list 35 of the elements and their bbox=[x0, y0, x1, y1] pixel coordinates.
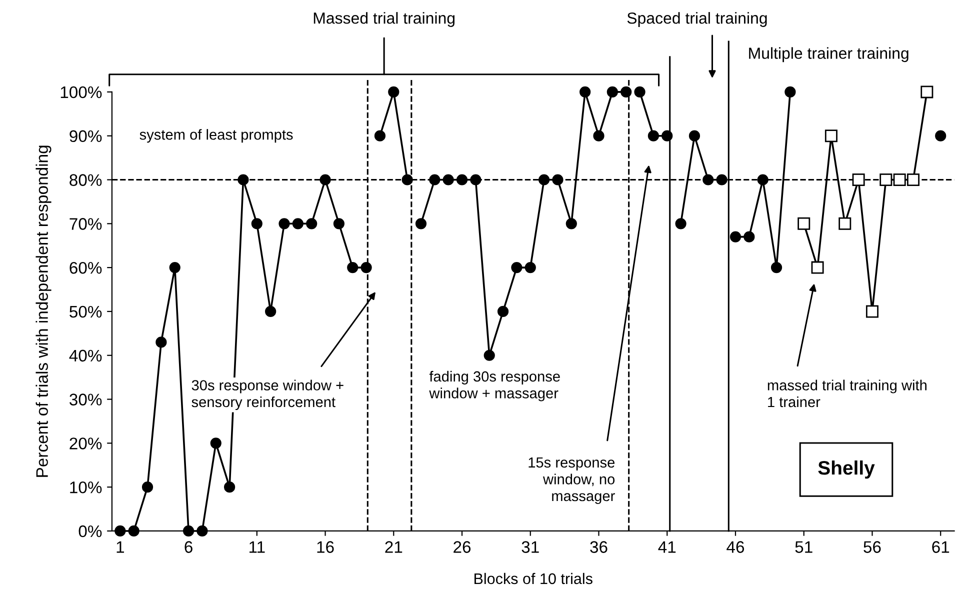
x-tick-label: 61 bbox=[932, 541, 950, 553]
y-tick-label: 50% bbox=[70, 306, 102, 318]
x-tick-label: 1 bbox=[116, 541, 124, 553]
x-tick-label: 31 bbox=[522, 541, 539, 553]
x-tick-label: 56 bbox=[864, 541, 881, 553]
y-tick-label: 10% bbox=[70, 481, 102, 494]
y-tick-label: 70% bbox=[70, 218, 102, 230]
text: Massed trial training bbox=[314, 12, 455, 27]
x-tick-label: 36 bbox=[590, 541, 608, 553]
x-tick-label: 11 bbox=[250, 541, 265, 553]
annotation: Shelly bbox=[818, 460, 875, 479]
annotation: system of least prompts bbox=[140, 129, 293, 143]
x-tick-label: 21 bbox=[385, 541, 402, 553]
text: Spaced trial training bbox=[627, 12, 767, 27]
x-tick-label: 51 bbox=[795, 541, 812, 553]
annotation: massed trial training with 1 trainer bbox=[768, 380, 926, 408]
y-tick-label: 30% bbox=[70, 394, 102, 406]
x-tick-label: 6 bbox=[184, 541, 192, 553]
x-tick-label: 46 bbox=[726, 541, 744, 553]
y-tick-label: 40% bbox=[69, 350, 102, 362]
y-tick-label: 60% bbox=[70, 262, 102, 274]
x-tick-label: 41 bbox=[658, 541, 676, 553]
x-axis-title: Blocks of 10 trials bbox=[474, 572, 592, 584]
y-axis-title: Percent of trials with independent responding bbox=[36, 146, 52, 477]
y-tick-label: 90% bbox=[70, 130, 102, 142]
y-tick-label: 100% bbox=[60, 86, 102, 98]
x-tick-label: 26 bbox=[454, 541, 471, 553]
annotation: 30s response window + sensory reinforcement bbox=[192, 380, 344, 410]
x-tick-label: 16 bbox=[317, 541, 334, 553]
y-tick-label: 0% bbox=[78, 525, 102, 538]
text: Multiple trainer training bbox=[749, 47, 908, 62]
y-tick-label: 20% bbox=[70, 438, 102, 450]
y-tick-label: 80% bbox=[70, 174, 102, 186]
annotation: fading 30s response window + massager bbox=[429, 370, 560, 402]
annotation: 15s response window, no massager bbox=[528, 457, 615, 504]
